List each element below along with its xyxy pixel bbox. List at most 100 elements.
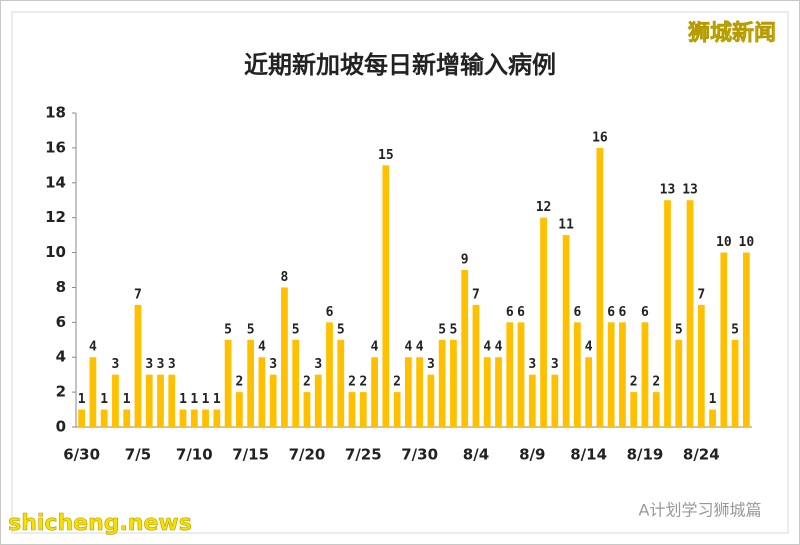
value-label: 4: [416, 340, 424, 355]
bar: [585, 357, 593, 427]
y-tick-label: 10: [45, 243, 66, 261]
value-label: 3: [551, 357, 559, 372]
x-tick-label: 7/20: [289, 446, 326, 464]
x-tick-label: 8/14: [570, 446, 607, 464]
value-label: 1: [78, 392, 86, 407]
x-tick-label: 7/15: [232, 446, 269, 464]
bar: [483, 357, 491, 427]
bar: [517, 322, 525, 427]
bar: [382, 165, 390, 428]
bar: [134, 304, 142, 427]
bar: [472, 304, 480, 427]
value-label: 2: [348, 375, 356, 390]
value-label: 2: [303, 375, 311, 390]
bar: [495, 357, 502, 427]
bar: [461, 270, 469, 427]
bar: [292, 339, 300, 427]
bar: [100, 409, 108, 427]
watermark: A计划学习狮城篇: [639, 501, 762, 520]
bar: [664, 200, 671, 427]
bar: [619, 322, 626, 427]
bar: [359, 392, 367, 427]
bar: [540, 217, 547, 427]
bar: [416, 357, 424, 427]
value-label: 13: [682, 183, 698, 198]
bar: [179, 409, 187, 427]
x-tick-label: 8/24: [683, 446, 720, 464]
bar: [123, 409, 131, 427]
value-label: 6: [517, 305, 525, 320]
value-label: 12: [536, 200, 552, 215]
value-label: 3: [528, 357, 536, 372]
value-label: 3: [427, 357, 435, 372]
value-label: 5: [292, 322, 300, 337]
value-label: 4: [258, 340, 266, 355]
value-label: 5: [337, 322, 345, 337]
value-label: 4: [495, 340, 503, 355]
value-label: 16: [592, 130, 608, 145]
bar: [438, 339, 446, 427]
value-label: 4: [89, 340, 97, 355]
value-label: 6: [326, 305, 334, 320]
bar: [78, 409, 86, 427]
x-tick-label: 7/30: [401, 446, 438, 464]
value-label: 7: [697, 287, 705, 302]
value-label: 6: [506, 305, 514, 320]
value-label: 7: [472, 287, 480, 302]
value-label: 3: [314, 357, 322, 372]
bar: [89, 357, 97, 427]
value-label: 10: [716, 235, 732, 250]
bar: [326, 322, 333, 427]
bar: [393, 392, 401, 427]
value-label: 2: [652, 375, 660, 390]
bar: [731, 339, 739, 427]
value-label: 3: [269, 357, 277, 372]
chart-frame: [11, 11, 789, 534]
value-label: 1: [202, 392, 210, 407]
value-label: 15: [378, 148, 394, 163]
bar: [281, 287, 288, 427]
value-label: 5: [224, 322, 232, 337]
value-label: 3: [168, 357, 176, 372]
value-label: 9: [461, 253, 469, 268]
watermark: 狮城新闻: [688, 20, 776, 46]
value-label: 4: [585, 340, 593, 355]
x-tick-label: 8/19: [627, 446, 664, 464]
value-label: 5: [247, 322, 255, 337]
bar: [720, 252, 728, 427]
value-label: 5: [675, 322, 683, 337]
y-tick-label: 8: [56, 278, 66, 296]
bar: [303, 392, 311, 427]
value-label: 1: [709, 392, 717, 407]
bar: [145, 374, 153, 427]
value-label: 1: [123, 392, 131, 407]
bar: [641, 322, 649, 427]
x-tick-label: 8/9: [519, 446, 545, 464]
value-label: 6: [607, 305, 615, 320]
y-tick-label: 16: [45, 138, 66, 156]
value-label: 5: [731, 322, 739, 337]
bar: [427, 374, 435, 427]
watermark: shicheng.news: [8, 511, 192, 536]
bar: [337, 339, 345, 427]
bar: [168, 374, 176, 427]
bar: [112, 374, 119, 427]
value-label: 11: [558, 218, 574, 233]
bar: [528, 374, 536, 427]
value-label: 6: [619, 305, 627, 320]
bar: [697, 304, 705, 427]
y-tick-label: 18: [45, 104, 66, 122]
value-label: 2: [235, 375, 243, 390]
bar: [742, 252, 750, 427]
value-label: 4: [404, 340, 412, 355]
bar: [596, 147, 604, 427]
x-tick-label: 7/5: [125, 446, 151, 464]
bar: [675, 339, 683, 427]
x-tick-label: 6/30: [63, 446, 100, 464]
value-label: 1: [179, 392, 187, 407]
x-tick-label: 7/25: [345, 446, 382, 464]
bar: [157, 374, 164, 427]
value-label: 4: [483, 340, 491, 355]
value-label: 4: [371, 340, 379, 355]
value-label: 1: [190, 392, 198, 407]
